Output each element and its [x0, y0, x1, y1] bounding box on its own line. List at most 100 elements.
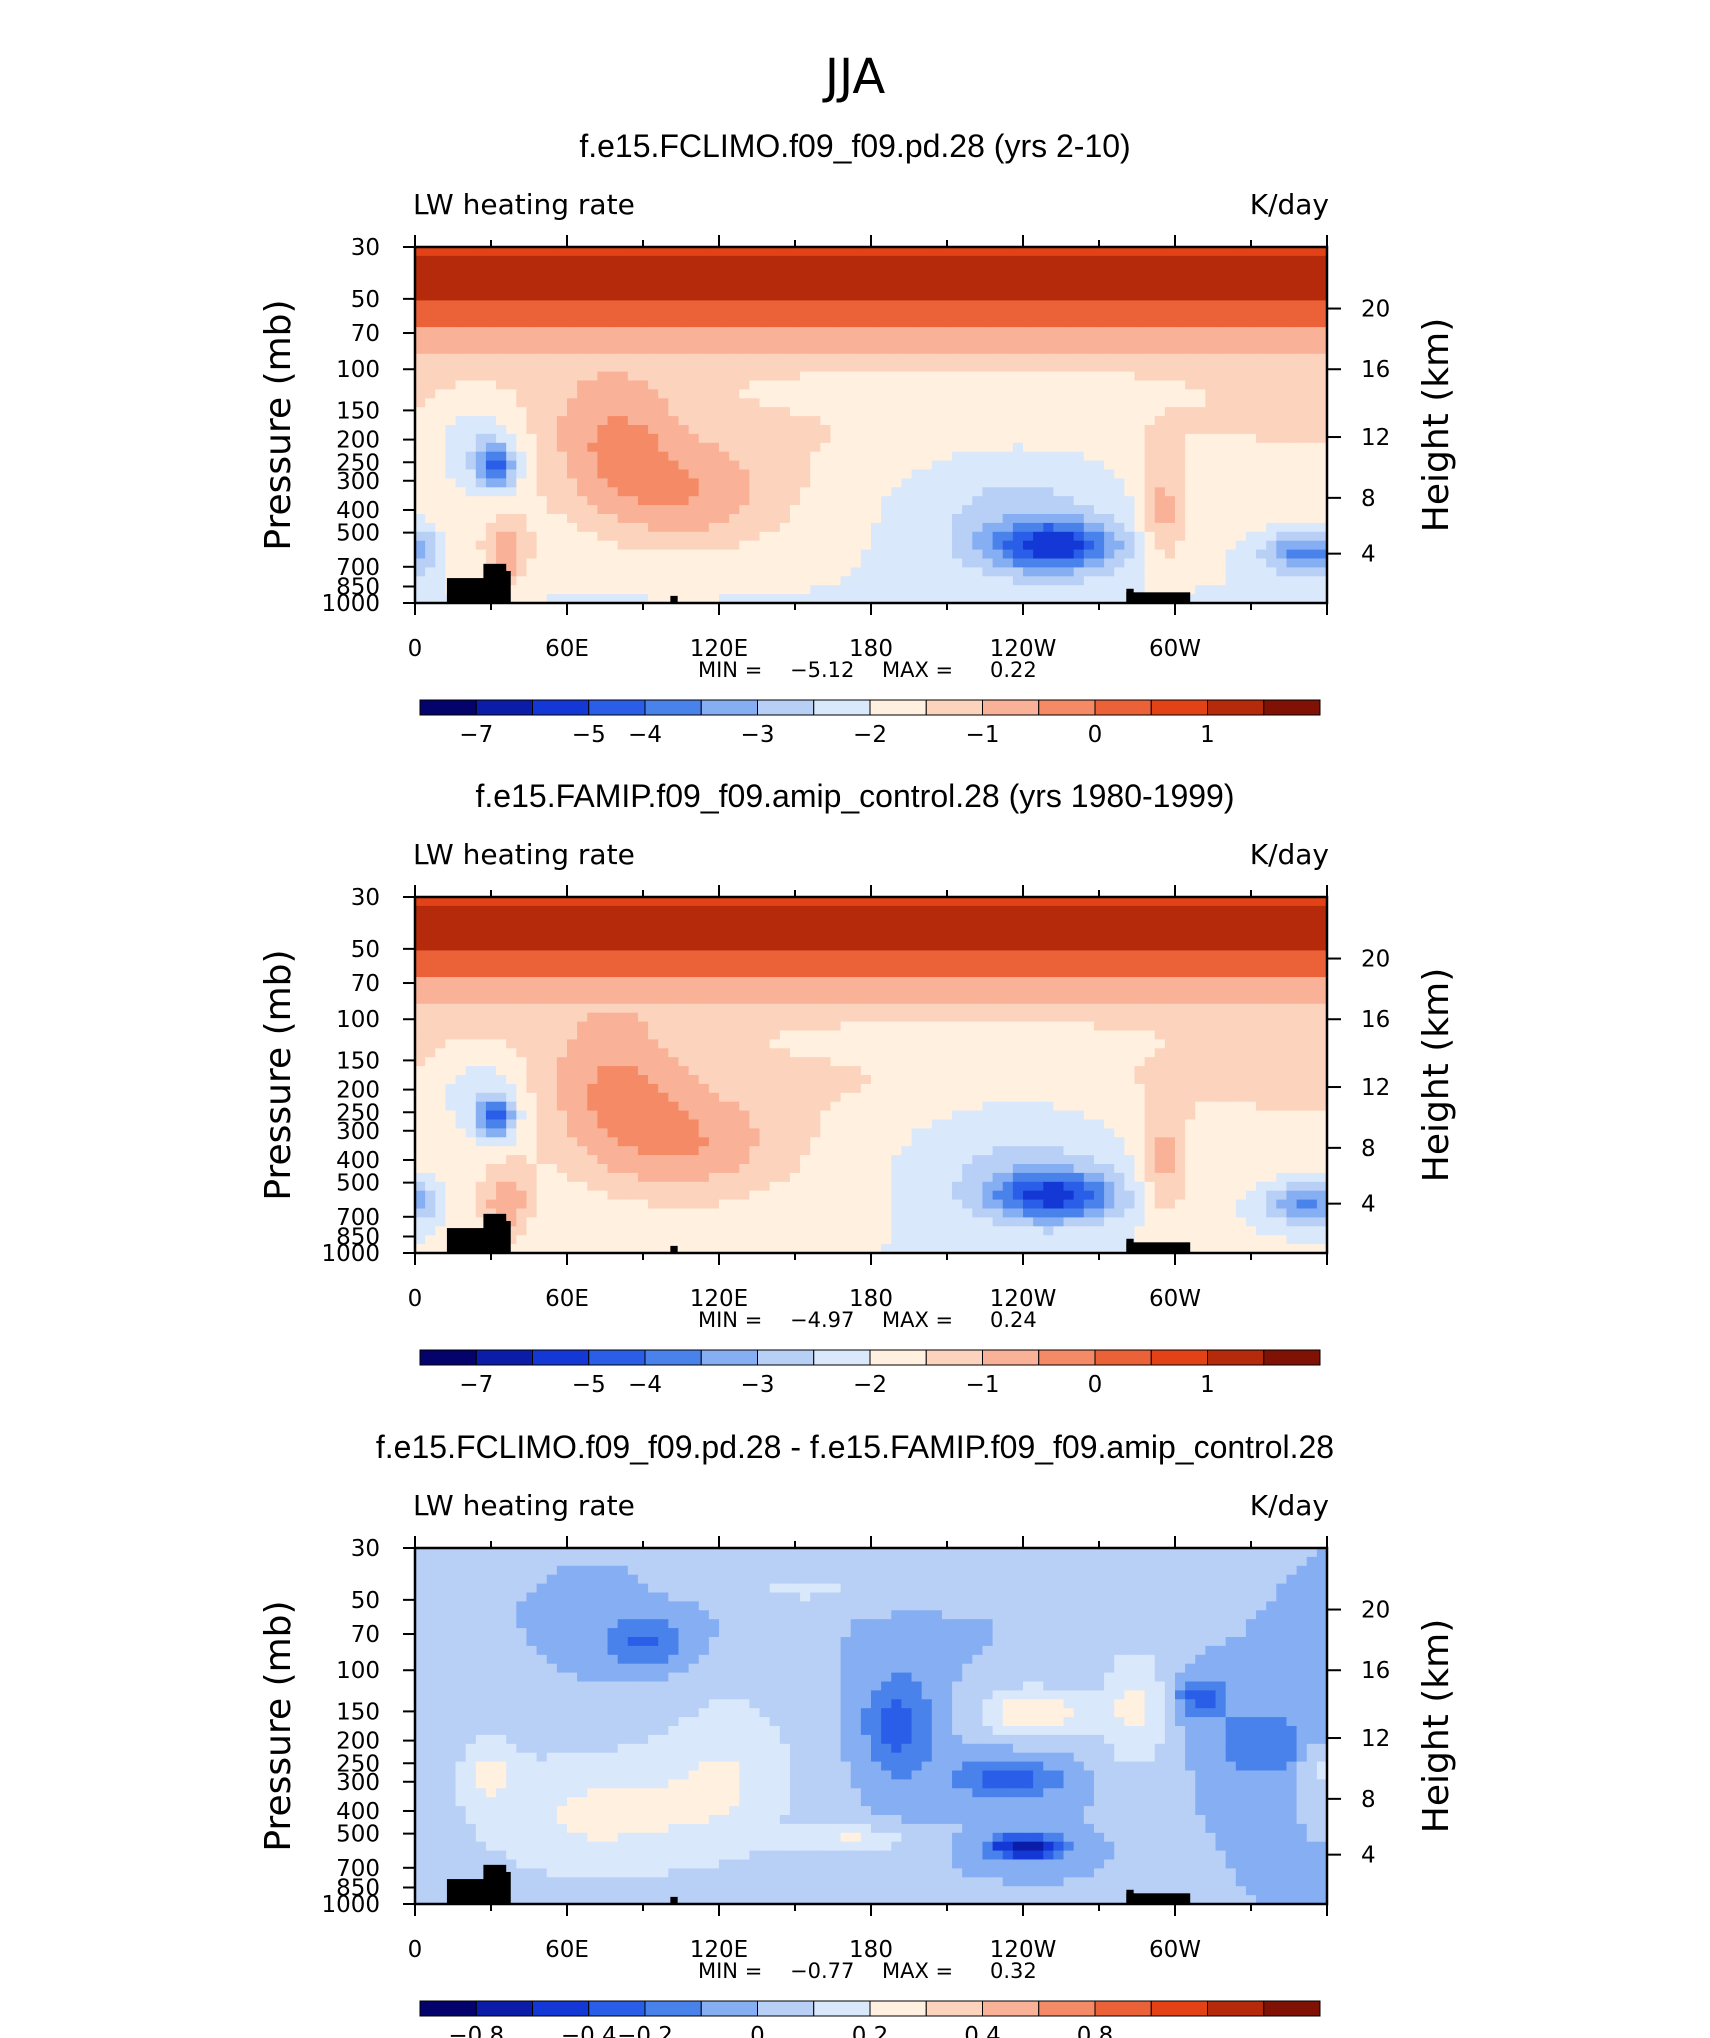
field-cell	[830, 460, 842, 471]
field-cell	[577, 522, 588, 533]
field-cell	[516, 914, 528, 925]
field-cell	[810, 353, 821, 364]
field-cell	[1083, 362, 1095, 373]
field-cell	[648, 255, 659, 266]
field-cell	[587, 594, 598, 604]
field-cell	[992, 442, 1004, 453]
field-cell	[759, 914, 771, 925]
field-cell	[941, 433, 953, 444]
field-cell	[445, 273, 457, 284]
field-cell	[617, 1003, 629, 1014]
field-cell	[810, 897, 821, 907]
field-cell	[688, 416, 700, 426]
field-cell	[962, 398, 973, 408]
field-cell	[739, 897, 750, 907]
field-cell	[617, 291, 629, 301]
field-cell	[526, 380, 538, 390]
field-cell	[1012, 469, 1024, 479]
field-cell	[678, 487, 690, 497]
field-cell	[556, 914, 568, 925]
field-cell	[952, 362, 963, 373]
field-cell	[850, 442, 862, 453]
field-cell	[496, 549, 507, 560]
field-cell	[1175, 487, 1186, 497]
field-cell	[850, 522, 862, 533]
field-cell	[1104, 362, 1115, 373]
field-cell	[1266, 309, 1277, 319]
field-cell	[759, 986, 771, 996]
field-cell	[1053, 371, 1065, 382]
field-cell	[688, 950, 700, 960]
field-cell	[678, 451, 690, 462]
field-cell	[455, 977, 467, 987]
field-cell	[739, 309, 750, 319]
field-cell	[1114, 558, 1125, 568]
field-cell	[992, 594, 1004, 604]
field-cell	[1164, 950, 1176, 960]
field-cell	[506, 398, 517, 408]
field-cell	[1063, 576, 1075, 586]
field-cell	[789, 460, 801, 471]
field-cell	[931, 567, 943, 577]
field-cell	[455, 567, 467, 577]
field-cell	[637, 327, 649, 337]
field-cell	[1276, 897, 1288, 907]
field-cell	[485, 336, 497, 346]
field-cell	[637, 353, 649, 364]
field-cell	[1195, 994, 1206, 1005]
field-cell	[769, 309, 781, 319]
field-cell	[637, 469, 649, 479]
field-cell	[719, 941, 730, 951]
field-cell	[1215, 914, 1227, 925]
field-cell	[496, 932, 507, 943]
field-cell	[658, 905, 669, 916]
field-cell	[1316, 505, 1328, 515]
field-cell	[577, 905, 588, 916]
field-cell	[972, 344, 984, 355]
field-cell	[536, 487, 548, 497]
field-cell	[1266, 959, 1277, 969]
field-cell	[617, 959, 629, 969]
field-cell	[830, 549, 842, 560]
field-cell	[465, 398, 477, 408]
field-cell	[1144, 362, 1156, 373]
field-cell	[567, 442, 578, 453]
field-cell	[597, 496, 609, 506]
field-cell	[992, 264, 1004, 275]
field-cell	[972, 398, 984, 408]
field-cell	[1175, 371, 1186, 382]
field-cell	[577, 1021, 588, 1032]
field-cell	[546, 327, 558, 337]
field-cell	[1063, 923, 1075, 934]
field-cell	[496, 425, 507, 435]
field-cell	[648, 416, 659, 426]
field-cell	[769, 282, 781, 293]
field-cell	[1012, 549, 1024, 560]
field-cell	[1124, 353, 1136, 364]
field-cell	[1114, 451, 1125, 462]
field-cell	[1053, 407, 1065, 417]
field-cell	[1266, 353, 1277, 364]
field-cell	[577, 986, 588, 996]
field-cell	[1245, 247, 1257, 257]
field-cell	[749, 380, 761, 390]
field-cell	[445, 389, 457, 399]
field-cell	[952, 496, 963, 506]
field-cell	[648, 478, 659, 488]
field-cell	[1023, 941, 1034, 951]
field-cell	[719, 327, 730, 337]
field-cell	[587, 433, 598, 444]
field-cell	[536, 273, 548, 284]
field-cell	[708, 425, 720, 435]
field-cell	[739, 247, 750, 257]
field-cell	[1225, 567, 1237, 577]
field-cell	[1205, 336, 1217, 346]
field-cell	[729, 433, 740, 444]
field-cell	[729, 389, 740, 399]
field-cell	[516, 905, 528, 916]
field-cell	[617, 549, 629, 560]
field-cell	[1245, 318, 1257, 328]
field-cell	[708, 273, 720, 284]
field-cell	[617, 994, 629, 1005]
field-cell	[1316, 905, 1328, 916]
